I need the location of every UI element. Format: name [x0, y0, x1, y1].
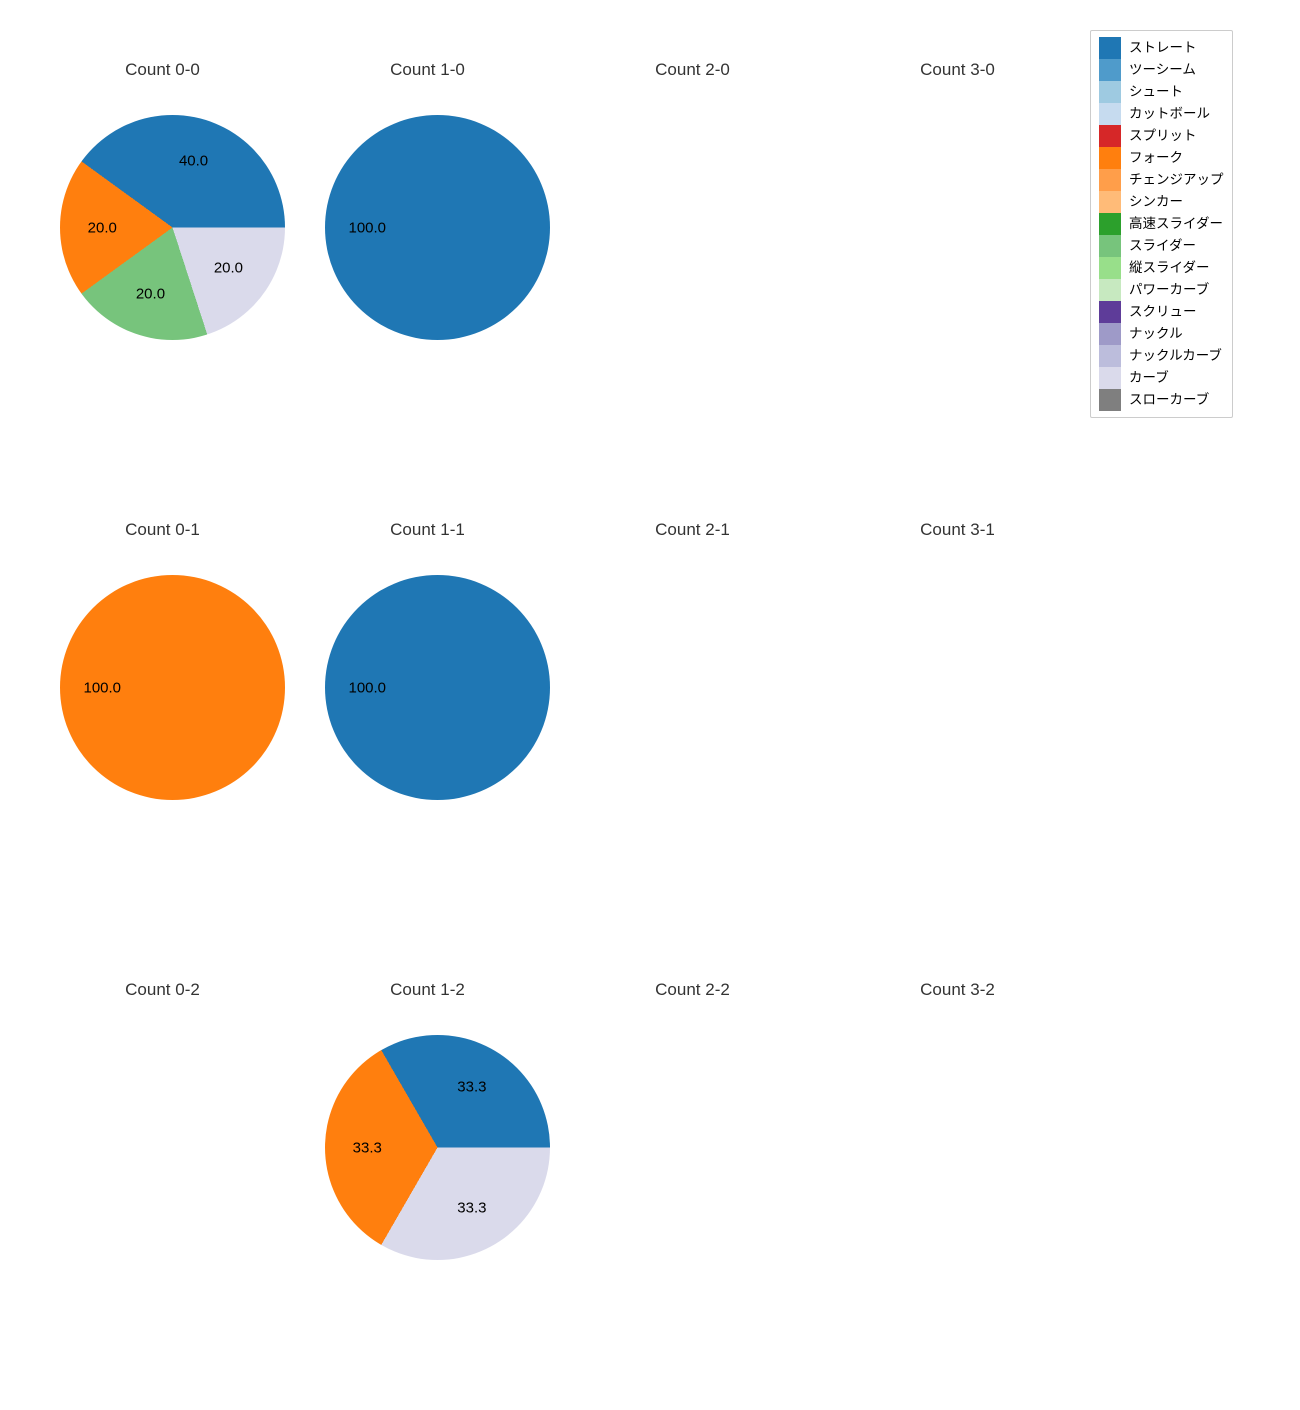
pie-chart: 100.0 — [325, 575, 550, 800]
legend-item: ナックル — [1099, 323, 1224, 345]
legend-swatch — [1099, 147, 1121, 169]
subplot: Count 3-0 — [825, 30, 1090, 490]
legend-item: ストレート — [1099, 37, 1224, 59]
legend-label: シュート — [1129, 81, 1183, 103]
legend-swatch — [1099, 191, 1121, 213]
legend-item: カットボール — [1099, 103, 1224, 125]
legend-item: フォーク — [1099, 147, 1224, 169]
legend-label: カットボール — [1129, 103, 1210, 125]
legend-item: ナックルカーブ — [1099, 345, 1224, 367]
legend-label: スローカーブ — [1129, 389, 1209, 411]
legend-item: スローカーブ — [1099, 389, 1224, 411]
pie-chart: 33.3 33.3 33.3 — [325, 1035, 550, 1260]
legend-swatch — [1099, 257, 1121, 279]
legend-label: 縦スライダー — [1129, 257, 1209, 279]
legend-item: パワーカーブ — [1099, 279, 1224, 301]
legend-swatch — [1099, 125, 1121, 147]
legend-swatch — [1099, 81, 1121, 103]
subplot-title: Count 0-2 — [30, 980, 295, 1000]
legend-label: パワーカーブ — [1129, 279, 1209, 301]
subplot-title: Count 2-1 — [560, 520, 825, 540]
legend-swatch — [1099, 235, 1121, 257]
subplot: Count 3-1 — [825, 490, 1090, 950]
pie-slice-label: 20.0 — [214, 260, 243, 277]
legend-label: ナックル — [1129, 323, 1183, 345]
subplot: Count 2-1 — [560, 490, 825, 950]
legend-item: シュート — [1099, 81, 1224, 103]
subplot: Count 2-0 — [560, 30, 825, 490]
pie-slice-label: 33.3 — [457, 1079, 486, 1096]
subplot: Count 3-2 — [825, 950, 1090, 1410]
pie-chart: 100.0 — [60, 575, 285, 800]
legend-label: スプリット — [1129, 125, 1197, 147]
subplot: Count 1-1 100.0 — [295, 490, 560, 950]
legend-label: スライダー — [1129, 235, 1196, 257]
pie-chart: 100.0 — [325, 115, 550, 340]
pie-slice-label: 33.3 — [457, 1199, 486, 1216]
pie-slice-label: 20.0 — [136, 285, 165, 302]
legend-label: ナックルカーブ — [1129, 345, 1222, 367]
subplot-title: Count 1-0 — [295, 60, 560, 80]
subplot: Count 0-0 40.0 20.0 20.0 20.0 — [30, 30, 295, 490]
legend-swatch — [1099, 367, 1121, 389]
subplot: Count 2-2 — [560, 950, 825, 1410]
subplot-title: Count 0-0 — [30, 60, 295, 80]
legend-swatch — [1099, 103, 1121, 125]
legend-item: ツーシーム — [1099, 59, 1224, 81]
legend-label: ツーシーム — [1129, 59, 1196, 81]
legend-label: 高速スライダー — [1129, 213, 1223, 235]
pie-slice-label: 40.0 — [179, 153, 208, 170]
pie-slice-label: 33.3 — [353, 1139, 382, 1156]
legend-item: カーブ — [1099, 367, 1224, 389]
legend-swatch — [1099, 169, 1121, 191]
subplot-title: Count 0-1 — [30, 520, 295, 540]
subplot-title: Count 2-2 — [560, 980, 825, 1000]
legend-swatch — [1099, 37, 1121, 59]
legend-swatch — [1099, 279, 1121, 301]
chart-grid: Count 0-040.020.020.020.0Count 1-0100.0C… — [0, 0, 1300, 1300]
legend-label: チェンジアップ — [1129, 169, 1224, 191]
pie-slice-label: 100.0 — [348, 219, 386, 236]
legend-item: チェンジアップ — [1099, 169, 1224, 191]
legend-swatch — [1099, 213, 1121, 235]
pie-chart: 40.0 20.0 20.0 20.0 — [60, 115, 285, 340]
legend-item: スプリット — [1099, 125, 1224, 147]
subplot-title: Count 3-1 — [825, 520, 1090, 540]
subplot: Count 0-1 100.0 — [30, 490, 295, 950]
pie-slice-label: 20.0 — [88, 219, 117, 236]
legend-label: シンカー — [1129, 191, 1183, 213]
subplot-title: Count 3-2 — [825, 980, 1090, 1000]
legend-label: スクリュー — [1129, 301, 1197, 323]
subplot-title: Count 1-2 — [295, 980, 560, 1000]
legend-item: スライダー — [1099, 235, 1224, 257]
subplot: Count 0-2 — [30, 950, 295, 1410]
legend-swatch — [1099, 345, 1121, 367]
legend-label: カーブ — [1129, 367, 1169, 389]
legend-swatch — [1099, 323, 1121, 345]
subplot-title: Count 2-0 — [560, 60, 825, 80]
subplot-title: Count 3-0 — [825, 60, 1090, 80]
legend: ストレートツーシームシュートカットボールスプリットフォークチェンジアップシンカー… — [1090, 30, 1233, 418]
legend-item: 高速スライダー — [1099, 213, 1224, 235]
subplot: Count 1-0 100.0 — [295, 30, 560, 490]
pie-slice-label: 100.0 — [348, 679, 386, 696]
subplot-title: Count 1-1 — [295, 520, 560, 540]
legend-item: 縦スライダー — [1099, 257, 1224, 279]
legend-label: フォーク — [1129, 147, 1183, 169]
legend-label: ストレート — [1129, 37, 1197, 59]
pie-slice-label: 100.0 — [83, 679, 121, 696]
subplot: Count 1-2 33.3 33.3 33.3 — [295, 950, 560, 1410]
legend-swatch — [1099, 389, 1121, 411]
legend-swatch — [1099, 301, 1121, 323]
legend-item: スクリュー — [1099, 301, 1224, 323]
legend-item: シンカー — [1099, 191, 1224, 213]
legend-swatch — [1099, 59, 1121, 81]
